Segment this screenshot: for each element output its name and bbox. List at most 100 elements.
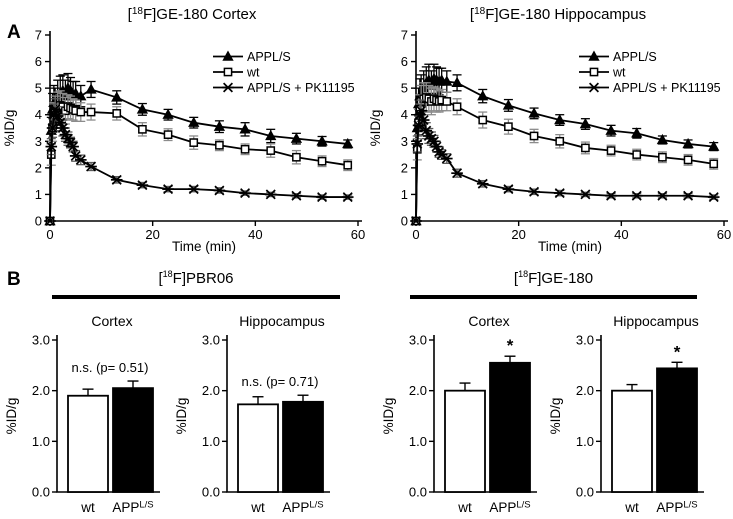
bar-chart-ge180-hippocampus: Hippocampus 0.0 1.0 2.0 3.0 %ID/g wt APPL/S * — [548, 313, 704, 515]
x-category-label: APPL/S — [282, 500, 323, 516]
data-point-marker — [317, 156, 327, 166]
legend-marker — [222, 82, 234, 93]
data-point-marker — [264, 189, 277, 200]
tac-chart-ge180-hippocampus: [18F]GE-180 Hippocampus 0 1 2 3 4 5 6 7 0 20 40 60 Ti… — [368, 6, 731, 254]
x-category-label: APPL/S — [489, 500, 530, 516]
legend-label: wt — [612, 65, 626, 79]
y-tick-label: 1 — [401, 187, 408, 202]
legend-label: APPL/S — [247, 50, 291, 64]
data-point-marker — [290, 190, 303, 201]
legend-label: APPL/S — [613, 50, 657, 64]
y-axis-label: %ID/g — [174, 398, 189, 435]
y-tick-label: 2 — [401, 160, 408, 175]
data-point-marker — [213, 120, 226, 131]
y-axis-label: %ID/g — [368, 110, 383, 147]
y-tick-label: 3 — [35, 134, 42, 149]
legend-marker — [588, 50, 600, 61]
significance-star: * — [507, 336, 514, 355]
data-point-marker — [54, 117, 67, 128]
data-point-marker — [75, 154, 87, 165]
data-point-marker — [110, 174, 123, 185]
y-tick-label: 4 — [401, 107, 408, 122]
series-line — [415, 96, 714, 222]
data-point-marker — [111, 91, 123, 102]
y-tick-label: 6 — [35, 54, 42, 69]
data-point-marker — [189, 138, 199, 147]
data-point-marker — [187, 184, 200, 195]
y-tick-label: 0.0 — [202, 485, 220, 500]
chart-title: Cortex — [91, 313, 132, 329]
data-point-marker — [417, 115, 430, 126]
data-point-marker — [411, 138, 424, 149]
bar — [112, 387, 154, 493]
legend-marker — [223, 67, 233, 77]
data-point-marker — [528, 107, 540, 118]
significance-star: * — [674, 342, 681, 361]
chart-title: Hippocampus — [239, 313, 325, 329]
x-axis-label: Time (min) — [172, 239, 236, 254]
ns-annotation: n.s. (p= 0.71) — [242, 374, 319, 389]
y-tick-label: 2.0 — [409, 383, 427, 398]
bar — [282, 400, 324, 493]
y-tick-label: 0.0 — [32, 485, 50, 500]
axes — [49, 31, 362, 222]
y-tick-label: 3.0 — [409, 333, 427, 348]
bar — [237, 403, 279, 493]
bar — [611, 389, 653, 493]
x-tick-label: 0 — [46, 227, 53, 242]
data-point-marker — [316, 135, 328, 146]
group-header-ge180-post: F]GE-180 — [528, 270, 594, 287]
y-tick-label: 0 — [35, 214, 42, 229]
legend-marker — [588, 82, 600, 93]
data-point-marker — [579, 117, 592, 129]
data-point-marker — [709, 159, 719, 169]
data-point-marker — [341, 192, 354, 203]
series-square — [411, 82, 719, 226]
data-point-marker — [162, 184, 174, 195]
group-header-ge180-pre: [ — [513, 270, 519, 287]
data-point-marker — [553, 188, 566, 199]
data-point-marker — [44, 215, 56, 227]
series-line — [415, 107, 714, 222]
data-point-marker — [656, 133, 669, 145]
series-line — [415, 77, 714, 222]
y-tick-label: 5 — [35, 81, 42, 96]
data-point-marker — [581, 143, 590, 153]
group-header-pbr06: [18F]PBR06 — [52, 269, 340, 287]
data-point-marker — [57, 122, 69, 134]
data-point-marker — [630, 190, 643, 201]
legend-label: APPL/S + PK11195 — [247, 81, 355, 95]
data-point-marker — [682, 137, 694, 149]
data-point-marker — [292, 152, 301, 162]
data-point-marker — [658, 152, 667, 162]
y-tick-label: 0.0 — [409, 485, 427, 500]
x-tick-label: 40 — [614, 227, 628, 242]
series-asterisk — [410, 99, 720, 227]
bar — [67, 394, 109, 493]
data-point-marker — [451, 76, 463, 88]
y-tick-label: 2 — [35, 160, 42, 175]
bar-chart-pbr06-hippocampus: Hippocampus 0.0 1.0 2.0 3.0 %ID/g wt APPL/S n.s.… — [174, 313, 330, 516]
data-point-marker — [441, 153, 453, 164]
chart-title: [18F]GE-180 Hippocampus — [470, 6, 646, 23]
x-category-label: wt — [250, 500, 265, 515]
y-axis-label: %ID/g — [548, 398, 563, 435]
data-point-marker — [342, 137, 354, 149]
data-point-marker — [343, 160, 353, 170]
group-header-pbr06-pre: [ — [158, 270, 163, 287]
group-underline-pbr06 — [52, 295, 340, 299]
data-point-marker — [478, 115, 488, 125]
legend-label: wt — [246, 65, 260, 79]
x-category-label: wt — [457, 500, 472, 515]
data-point-marker — [502, 99, 515, 110]
y-axis-label: %ID/g — [381, 398, 396, 435]
data-point-marker — [442, 97, 452, 106]
data-point-marker — [49, 104, 61, 115]
series-asterisk — [44, 98, 354, 227]
y-tick-label: 1.0 — [32, 434, 50, 449]
data-point-marker — [605, 124, 617, 135]
data-point-marker — [290, 132, 303, 143]
axes — [415, 31, 728, 222]
data-point-marker — [476, 178, 489, 189]
